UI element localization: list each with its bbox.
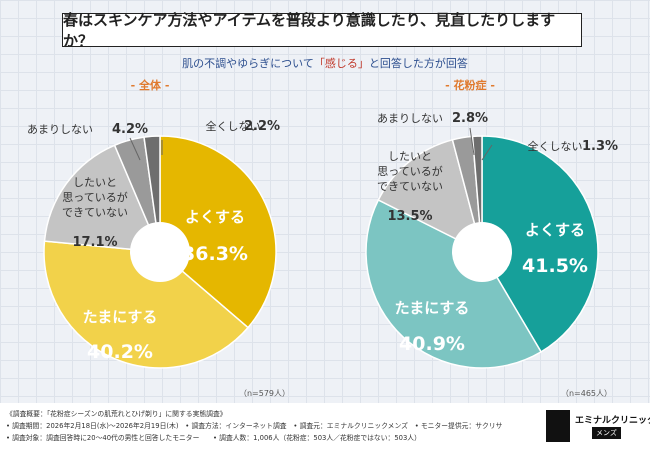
slice-value-2-3: 13.5% xyxy=(387,209,432,224)
pie-charts: - 全体 -よくする36.3%たまにする40.2%したいと思っているができていな… xyxy=(27,78,618,398)
pie-slice-1-2 xyxy=(43,240,250,369)
slice-value-2-1: 41.5% xyxy=(522,255,588,277)
pie-title-1: - 全体 - xyxy=(131,78,170,92)
leader-line-1-4 xyxy=(129,137,141,161)
pie-slice-1-1 xyxy=(159,135,277,329)
chart-title: 春はスキンケア方法やアイテムを普段より意識したり、見直したりしますか？ xyxy=(62,11,582,50)
slice-label-1-1: よくする xyxy=(185,208,245,226)
leader-line-2-4 xyxy=(469,127,475,156)
pie-hole-2 xyxy=(452,222,512,282)
logo-name: エミナルクリニック xyxy=(575,416,650,426)
footer-line-1: 《調査概要：「花粉症シーズンの肌荒れとひげ剃り」に関する実態調査》 xyxy=(6,410,227,418)
subtitle-pre: 肌の不調やゆらぎについて xyxy=(182,57,314,70)
slice-value-1-5: 2.2% xyxy=(244,119,280,134)
slice-value-1-4: 4.2% xyxy=(112,122,148,137)
slice-label-1-3-line-3: できていない xyxy=(62,206,128,219)
slice-label-2-5: 全くしない xyxy=(528,139,583,153)
chart-subtitle: 肌の不調やゆらぎについて「感じる」と回答した方が回答 xyxy=(0,55,650,71)
subtitle-post: と回答した方が回答 xyxy=(368,57,468,70)
slice-label-2-1: よくする xyxy=(525,221,585,239)
subtitle-quote: 「感じる」 xyxy=(313,57,369,70)
sample-size-2: （n=465人） xyxy=(561,389,612,398)
footer: 《調査概要：「花粉症シーズンの肌荒れとひげ剃り」に関する実態調査》 • 調査期間… xyxy=(0,403,650,450)
pie-slice-2-2 xyxy=(365,198,543,369)
slice-label-1-4: あまりしない xyxy=(27,123,93,136)
slice-label-2-3-line-1: したいと xyxy=(388,150,432,163)
footer-line-2: • 調査期間：2026年2月18日(水)〜2026年2月19日(木) • 調査方… xyxy=(6,422,503,430)
slice-value-1-1: 36.3% xyxy=(182,243,248,265)
slice-value-1-2: 40.2% xyxy=(87,341,153,363)
logo-mark xyxy=(546,410,570,442)
slice-value-2-4: 2.8% xyxy=(452,111,488,126)
pie-title-2: - 花粉症 - xyxy=(445,78,495,92)
pie-slice-2-3 xyxy=(377,138,484,254)
pie-hole-1 xyxy=(130,222,190,282)
pie-slice-1-3 xyxy=(43,144,162,253)
pie-slice-2-1 xyxy=(481,135,599,353)
slice-label-2-4: あまりしない xyxy=(377,112,443,125)
footer-line-3: • 調査対象：調査回答時に20〜40代の男性と回答したモニター • 調査人数：1… xyxy=(6,434,421,442)
pie-chart-2 xyxy=(365,127,599,369)
slice-label-1-3-line-1: したいと xyxy=(73,176,117,189)
slice-label-1-3-line-2: 思っているが xyxy=(62,190,127,204)
slice-label-2-3-line-2: 思っているが xyxy=(377,164,442,178)
sample-size-1: （n=579人） xyxy=(239,389,290,398)
leader-line-2-5 xyxy=(481,144,493,161)
slice-label-1-5: 全くしない xyxy=(206,119,261,133)
logo-sub: メンズ xyxy=(592,427,621,439)
slice-value-2-5: 1.3% xyxy=(582,139,618,154)
pie-chart-1 xyxy=(43,135,277,369)
slice-value-1-3: 17.1% xyxy=(72,235,117,250)
slice-label-2-3-line-3: できていない xyxy=(377,180,443,193)
slice-value-2-2: 40.9% xyxy=(399,333,465,355)
slice-label-2-2: たまにする xyxy=(395,299,470,317)
slice-label-1-2: たまにする xyxy=(83,308,158,326)
